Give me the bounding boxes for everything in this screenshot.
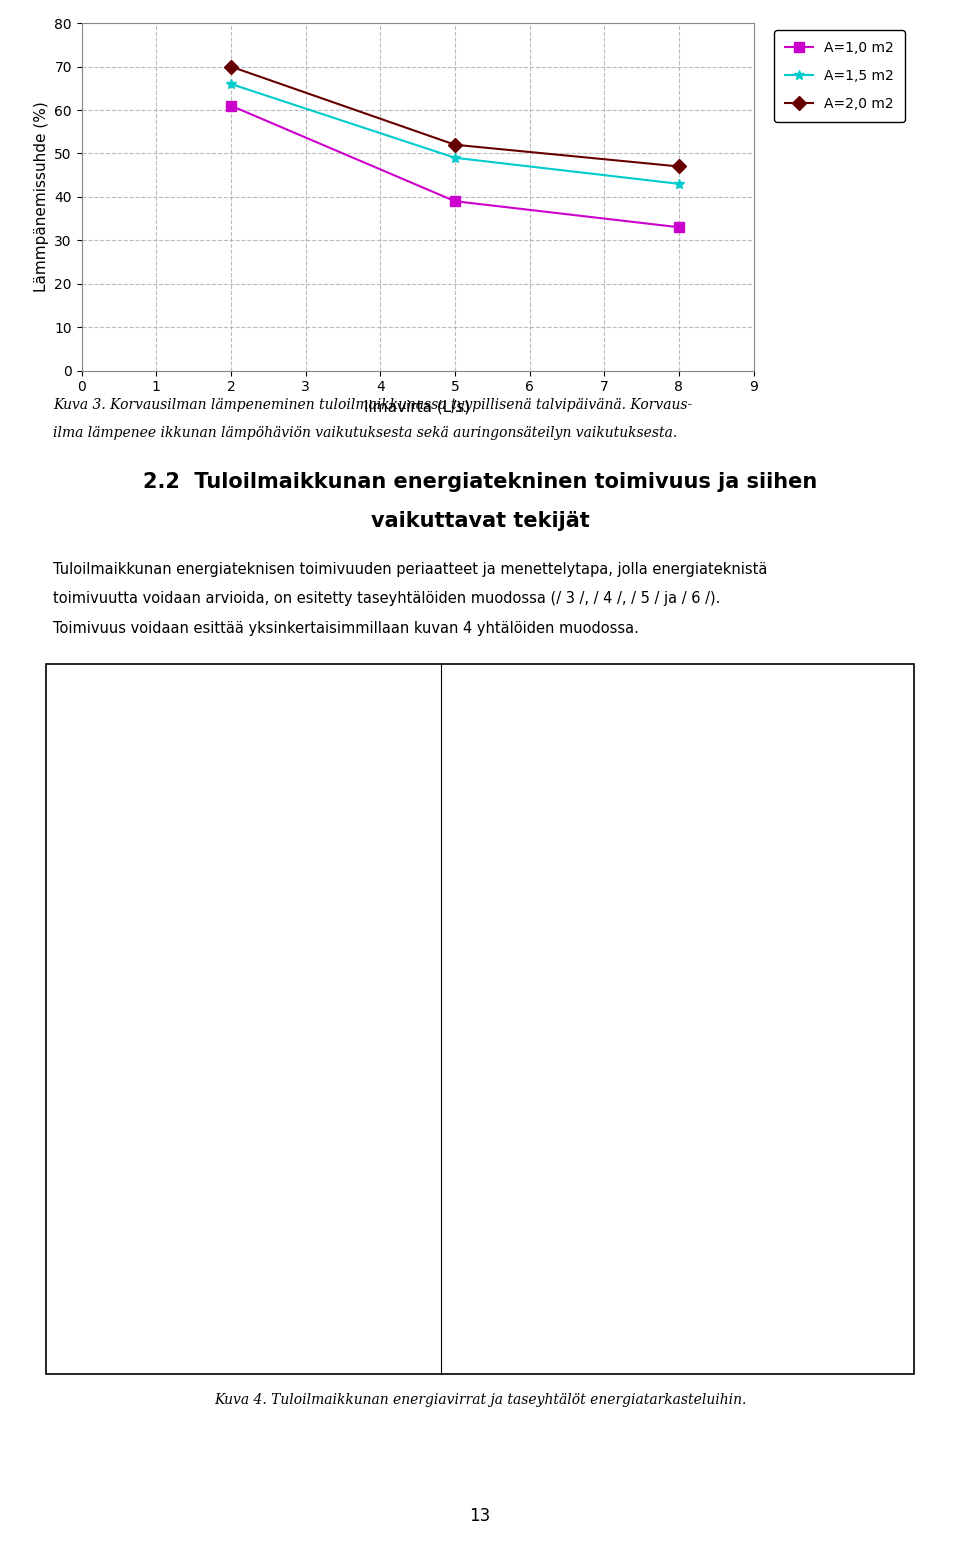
A=1,0 m2 bbox=[226, 96, 237, 114]
Text: $\Phi_{trw}$ = U A  $\Delta$T $-$ g$_{trans}$ A G$_{sol}$: $\Phi_{trw}$ = U A $\Delta$T $-$ g$_{tra… bbox=[460, 780, 687, 800]
A=1,0 m2 bbox=[449, 191, 461, 210]
Text: $\Phi_{tot}$ = (U $-$ U$_v$) A  $\Delta$T $-$ g$_{trans}$ A G$_{sol}$ $-$ g$_{ve: $\Phi_{tot}$ = (U $-$ U$_v$) A $\Delta$T… bbox=[460, 1240, 798, 1257]
Text: Kuva 4. Tuloilmaikkunan energiavirrat ja taseyhtälöt energiatarkasteluihin.: Kuva 4. Tuloilmaikkunan energiavirrat ja… bbox=[214, 1393, 746, 1407]
Line: A=2,0 m2: A=2,0 m2 bbox=[226, 62, 684, 171]
Text: Tuloilmaikkunan energiateknisen toimivuuden periaatteet ja menettelytapa, jolla : Tuloilmaikkunan energiateknisen toimivuu… bbox=[53, 562, 767, 577]
Circle shape bbox=[64, 869, 114, 960]
A=2,0 m2 bbox=[226, 57, 237, 76]
A=2,0 m2 bbox=[449, 136, 461, 154]
Text: (1): (1) bbox=[868, 783, 891, 797]
A=1,5 m2 bbox=[449, 148, 461, 167]
Text: ilma lämpenee ikkunan lämpöhäviön vaikutuksesta sekä auringonsäteilyn vaikutukse: ilma lämpenee ikkunan lämpöhäviön vaikut… bbox=[53, 426, 677, 440]
Text: (2): (2) bbox=[868, 1011, 891, 1027]
Text: vaikuttavat tekijät: vaikuttavat tekijät bbox=[371, 511, 589, 531]
Legend: A=1,0 m2, A=1,5 m2, A=2,0 m2: A=1,0 m2, A=1,5 m2, A=2,0 m2 bbox=[774, 29, 905, 122]
Text: 2.2  Tuloilmaikkunan energiatekninen toimivuus ja siihen: 2.2 Tuloilmaikkunan energiatekninen toim… bbox=[143, 472, 817, 493]
Text: toimivuutta voidaan arvioida, on esitetty taseyhtälöiden muodossa (/ 3 /, / 4 /,: toimivuutta voidaan arvioida, on esitett… bbox=[53, 591, 720, 607]
Line: A=1,0 m2: A=1,0 m2 bbox=[226, 100, 684, 232]
A=2,0 m2 bbox=[673, 157, 684, 176]
Text: Preheated: Preheated bbox=[303, 706, 360, 715]
Text: Kuva 3. Korvausilman lämpeneminen tuloilmaikkunassa tyypillisenä talvipäivänä. K: Kuva 3. Korvausilman lämpeneminen tuloil… bbox=[53, 398, 692, 412]
Text: Heat loss: Heat loss bbox=[234, 1101, 285, 1112]
Text: gain: gain bbox=[211, 1342, 235, 1351]
Text: (3): (3) bbox=[868, 1241, 891, 1255]
Bar bbox=[184, 741, 204, 1297]
X-axis label: Ilmavirta (L/s): Ilmavirta (L/s) bbox=[365, 400, 470, 415]
Text: 13: 13 bbox=[469, 1507, 491, 1525]
Text: supply air: supply air bbox=[303, 733, 358, 743]
Line: A=1,5 m2: A=1,5 m2 bbox=[226, 79, 684, 188]
A=1,5 m2 bbox=[673, 174, 684, 193]
Bar bbox=[173, 706, 325, 1331]
Text: Toimivuus voidaan esittää yksinkertaisimmillaan kuvan 4 yhtälöiden muodossa.: Toimivuus voidaan esittää yksinkertaisim… bbox=[53, 621, 638, 636]
Y-axis label: Lämmpänemissuhde (%): Lämmpänemissuhde (%) bbox=[34, 102, 49, 292]
Text: Solar heat: Solar heat bbox=[196, 1309, 253, 1320]
Bar bbox=[273, 741, 292, 1297]
Text: $\Phi_{vent}$ = U$_v$ A  $\Delta$T $+$g$_{vent}$ A G$_{sol}$: $\Phi_{vent}$ = U$_v$ A $\Delta$T $+$g$_… bbox=[460, 1010, 693, 1028]
Bar bbox=[223, 1013, 265, 1075]
Polygon shape bbox=[53, 849, 126, 980]
A=1,0 m2 bbox=[673, 218, 684, 236]
A=1,5 m2 bbox=[226, 74, 237, 93]
